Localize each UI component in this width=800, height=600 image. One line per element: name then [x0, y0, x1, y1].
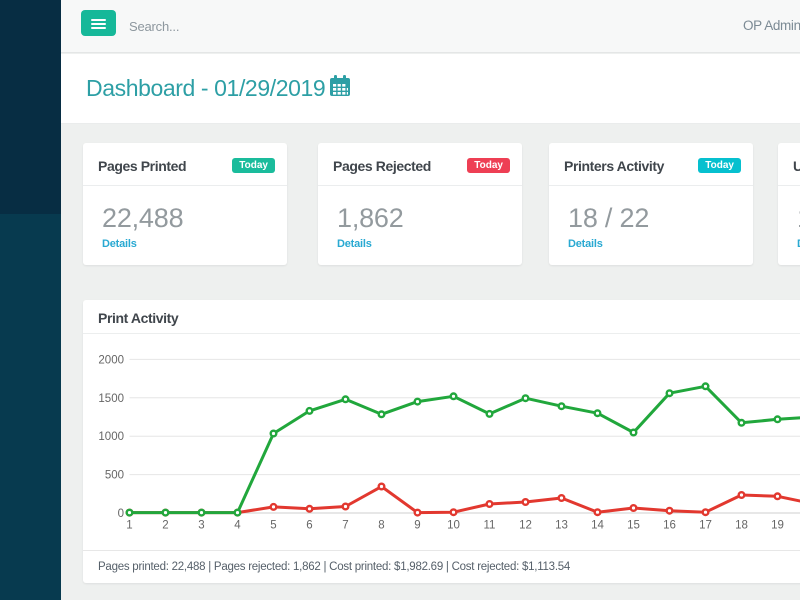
svg-text:7: 7	[342, 520, 348, 532]
svg-text:0: 0	[118, 508, 124, 520]
svg-text:1000: 1000	[98, 431, 124, 443]
svg-text:15: 15	[627, 520, 640, 532]
svg-text:2: 2	[162, 520, 168, 532]
svg-text:18: 18	[735, 520, 748, 532]
svg-text:19: 19	[771, 520, 784, 532]
svg-text:4: 4	[234, 520, 241, 532]
svg-text:2000: 2000	[98, 354, 124, 366]
svg-text:1: 1	[126, 520, 132, 532]
svg-text:11: 11	[484, 520, 496, 532]
svg-text:10: 10	[447, 520, 460, 532]
svg-text:16: 16	[663, 520, 676, 532]
svg-text:3: 3	[198, 520, 204, 532]
svg-text:500: 500	[105, 470, 124, 482]
svg-text:13: 13	[555, 520, 568, 532]
svg-text:14: 14	[591, 520, 604, 532]
svg-text:12: 12	[519, 520, 532, 532]
svg-text:1500: 1500	[98, 393, 124, 405]
svg-text:5: 5	[270, 520, 276, 532]
svg-text:17: 17	[699, 520, 712, 532]
svg-text:8: 8	[378, 520, 384, 532]
svg-text:9: 9	[414, 520, 420, 532]
svg-text:6: 6	[306, 520, 312, 532]
